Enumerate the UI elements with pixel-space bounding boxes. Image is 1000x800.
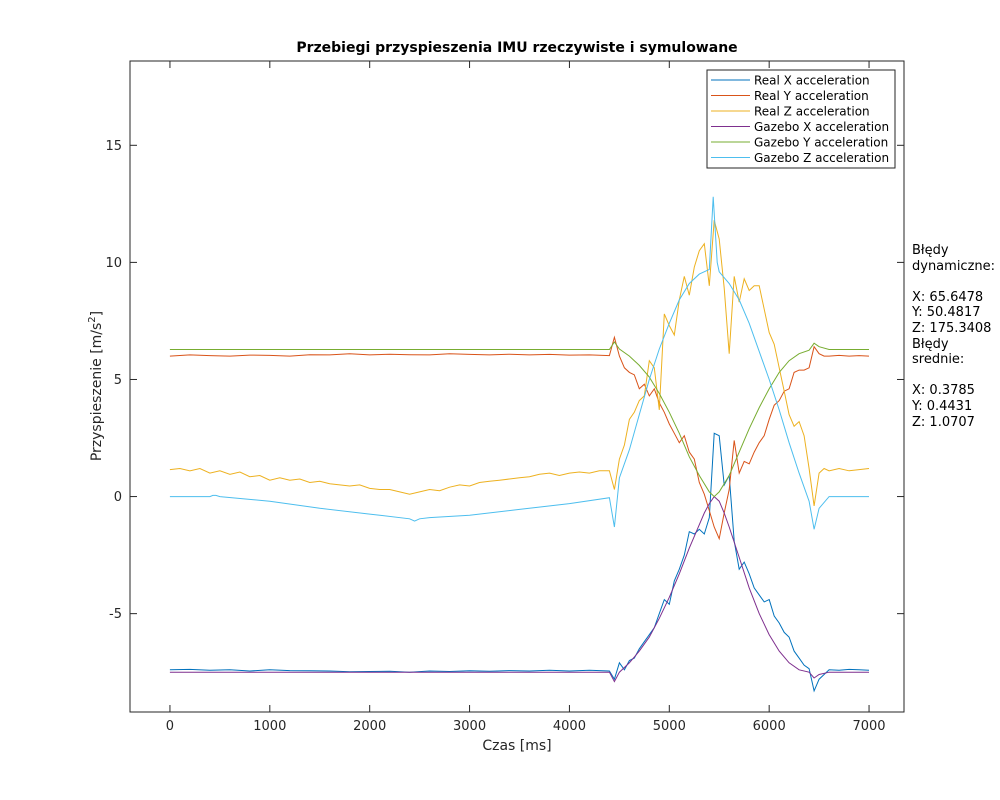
y-tick-label: 15 (105, 139, 122, 154)
x-tick-label: 0 (166, 719, 174, 734)
annotation-line: Błędy (912, 243, 949, 258)
legend-label: Real Y acceleration (754, 89, 869, 103)
legend-box (706, 69, 896, 169)
x-tick-label: 6000 (753, 719, 786, 734)
legend-label: Gazebo Z acceleration (754, 151, 889, 165)
x-tick-label: 4000 (553, 719, 586, 734)
y-axis-label: Przyspieszenie [m/s2] (87, 311, 105, 461)
chart-title: Przebiegi przyspieszenia IMU rzeczywiste… (296, 40, 737, 56)
x-tick-label: 5000 (653, 719, 686, 734)
axes-box (129, 60, 905, 713)
legend-label: Real X acceleration (754, 74, 870, 88)
y-tick-label: 10 (105, 256, 122, 271)
annotation-line: X: 65.6478 (912, 289, 984, 305)
series-line-6 (169, 196, 869, 530)
series-line-3 (169, 220, 870, 506)
annotation-line: Z: 175.3408 (912, 320, 992, 336)
annotation-line: X: 0.3785 (912, 383, 975, 399)
plot-area: 0 1000 2000 3000 4000 5000 6000 7000 -5 0 5 10 15 (105, 60, 905, 734)
y-axis-label-end: ] (89, 311, 105, 316)
error-annotation: Błędy dynamiczne: X: 65.6478 Y: 50.4817 Z: 1… (912, 243, 1000, 430)
x-axis-ticks: 0 1000 2000 3000 4000 5000 6000 7000 (166, 61, 886, 734)
series-lines (169, 196, 870, 693)
series-line-2 (169, 335, 870, 541)
annotation-line: Y: 50.4817 (912, 305, 981, 321)
y-tick-label: 5 (114, 373, 122, 388)
annotation-line: dynamiczne: (912, 258, 996, 274)
y-axis-label-sup: 2 (87, 316, 98, 322)
series-line-4 (169, 495, 869, 683)
y-tick-label: -5 (109, 607, 122, 622)
annotation-line: srednie: (912, 352, 965, 368)
y-tick-label: 0 (114, 490, 122, 505)
x-axis-label: Czas [ms] (482, 738, 551, 754)
annotation-line: Y: 0.4431 (912, 398, 973, 414)
legend-label: Real Z acceleration (754, 105, 870, 119)
annotation-line: Z: 1.0707 (912, 414, 975, 430)
x-tick-label: 7000 (852, 719, 885, 734)
annotation-line: Błędy (912, 336, 949, 352)
annotation-line (912, 274, 1000, 290)
x-tick-label: 3000 (453, 719, 486, 734)
legend-label: Gazebo X acceleration (754, 120, 889, 134)
x-tick-label: 1000 (253, 719, 286, 734)
series-line-5 (169, 341, 869, 498)
y-axis-label-base: Przyspieszenie [m/s (89, 323, 105, 461)
x-tick-label: 2000 (353, 719, 386, 734)
legend-label: Gazebo Y acceleration (754, 136, 888, 150)
annotation-line (912, 368, 1000, 384)
y-axis-ticks: -5 0 5 10 15 (105, 139, 904, 622)
